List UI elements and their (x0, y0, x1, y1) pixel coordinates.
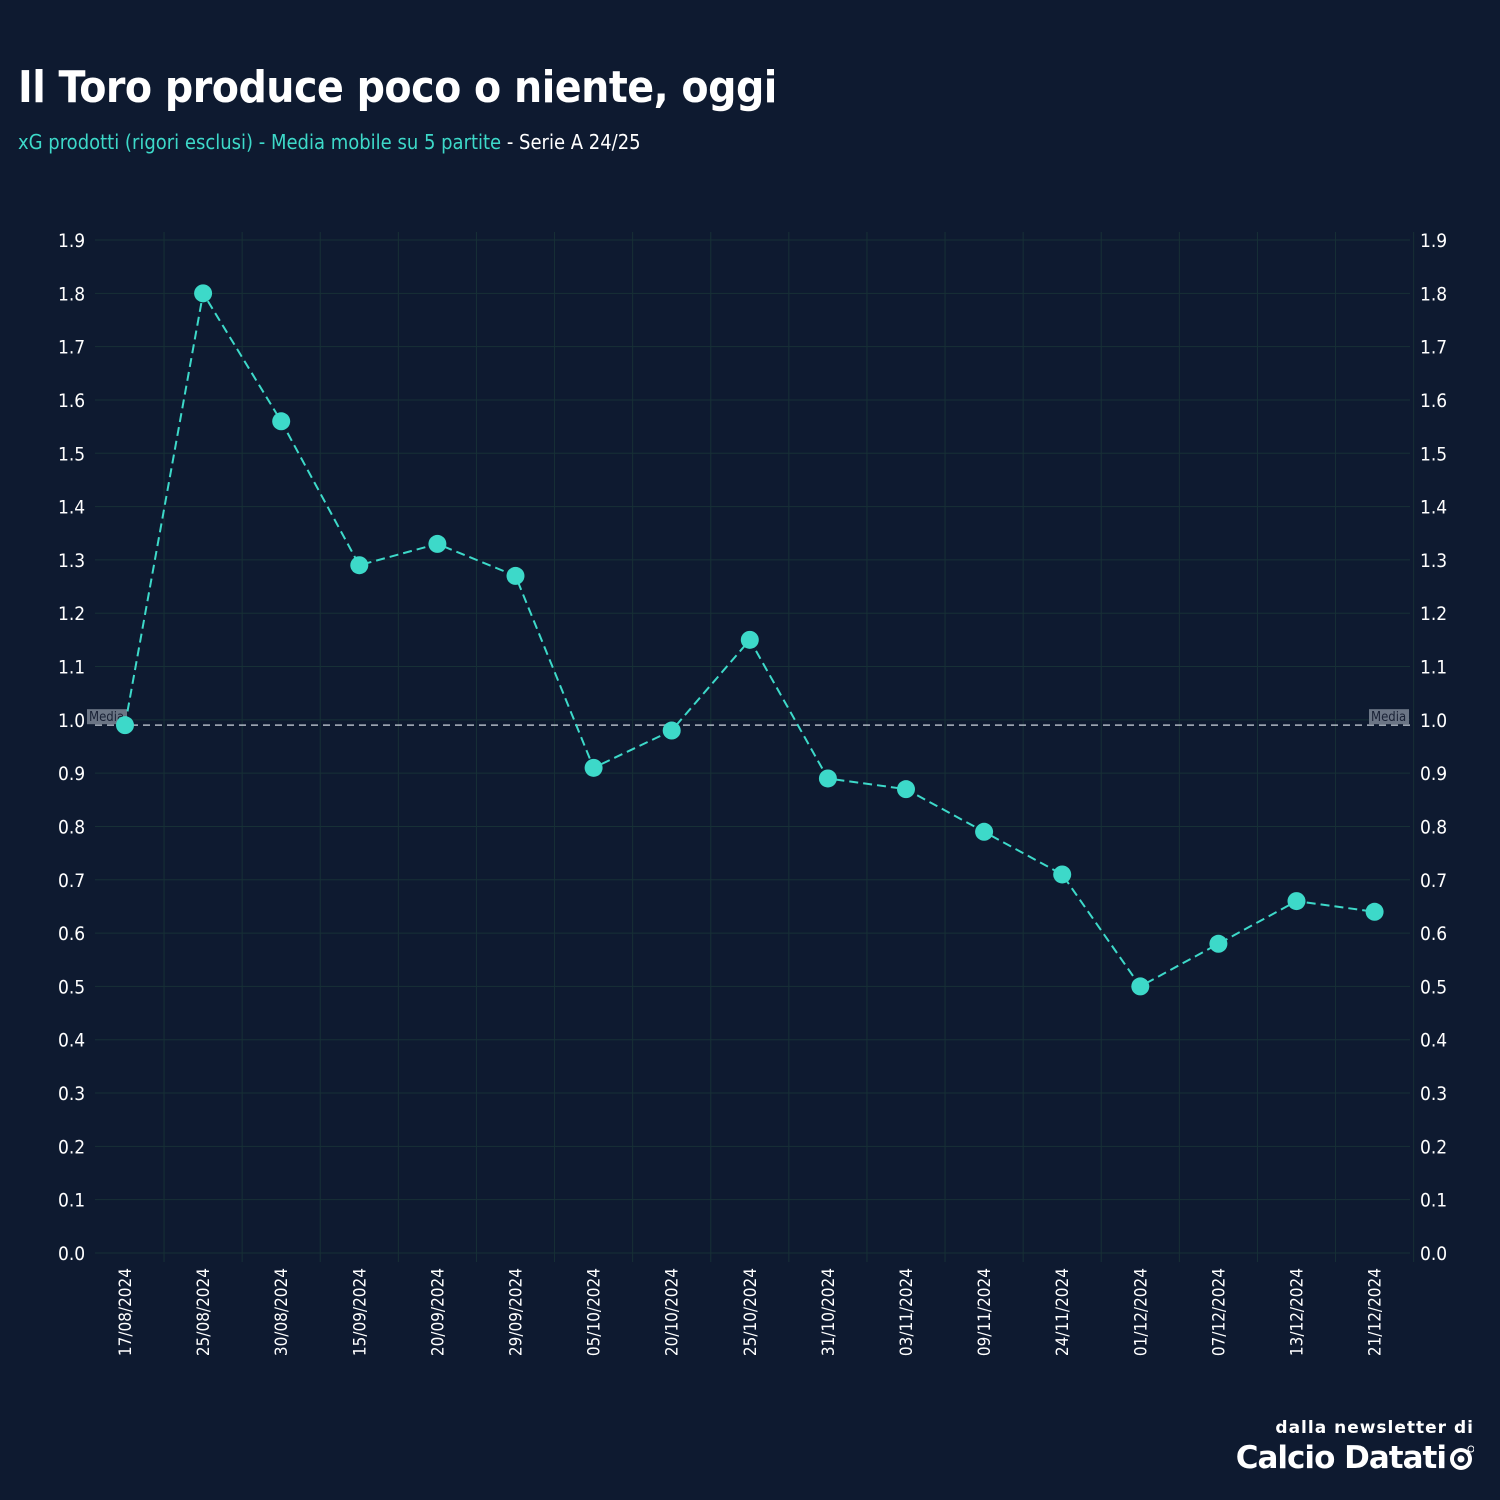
data-point (506, 566, 525, 585)
y-axis-right: 0.0 0.1 0.2 0.3 0.4 0.5 0.6 0.7 0.8 0.9 1.0 1.1 1.2 1… (1420, 230, 1447, 1265)
data-point (1131, 977, 1150, 996)
subtitle-season: - Serie A 24/25 (501, 130, 641, 154)
y-tick-label: 0.0 (58, 1243, 85, 1265)
x-tick-label: 20/09/2024 (428, 1268, 448, 1356)
y-tick-label: 0.1 (1420, 1190, 1447, 1212)
chart-subtitle: xG prodotti (rigori esclusi) - Media mob… (18, 130, 641, 154)
x-tick-label: 17/08/2024 (116, 1268, 136, 1356)
mean-label-bg (1369, 709, 1409, 725)
mean-label-left: Media (89, 710, 124, 725)
y-tick-label: 0.4 (1420, 1030, 1447, 1052)
credit-block: dalla newsletter di Calcio Datati (1236, 1418, 1474, 1476)
y-tick-label: 0.5 (58, 976, 85, 998)
data-point (194, 284, 213, 303)
y-tick-label: 0.7 (58, 870, 85, 892)
y-tick-label: 0.7 (1420, 870, 1447, 892)
data-point (116, 716, 134, 735)
y-tick-label: 1.0 (58, 710, 85, 732)
data-point (350, 556, 369, 575)
y-tick-label: 0.4 (58, 1030, 85, 1052)
x-tick-label: 20/10/2024 (663, 1268, 683, 1356)
y-tick-label: 1.9 (1420, 230, 1447, 252)
y-tick-label: 1.3 (1420, 550, 1447, 572)
data-point (975, 822, 994, 841)
y-tick-label: 1.5 (58, 443, 85, 465)
data-point (1053, 865, 1072, 884)
x-tick-label: 21/12/2024 (1366, 1268, 1386, 1356)
y-tick-label: 0.2 (58, 1136, 85, 1158)
y-tick-label: 1.2 (58, 603, 85, 625)
y-tick-label: 1.5 (1420, 443, 1447, 465)
y-tick-label: 0.6 (58, 923, 85, 945)
x-tick-label: 03/11/2024 (897, 1268, 917, 1356)
y-tick-label: 1.2 (1420, 603, 1447, 625)
data-point (584, 758, 603, 777)
y-tick-label: 1.1 (1420, 657, 1447, 679)
x-tick-label: 01/12/2024 (1131, 1268, 1151, 1356)
x-axis: 17/08/2024 25/08/2024 30/08/2024 15/09/2024… (116, 1268, 1386, 1356)
mean-label-right: Media (1371, 710, 1406, 725)
y-tick-label: 1.6 (1420, 390, 1447, 412)
y-tick-label: 1.8 (1420, 283, 1447, 305)
x-tick-label: 24/11/2024 (1053, 1268, 1073, 1356)
y-tick-label: 0.3 (1420, 1083, 1447, 1105)
y-tick-label: 0.9 (1420, 763, 1447, 785)
brand-name: Calcio Datati (1235, 1440, 1447, 1476)
x-tick-label: 31/10/2024 (819, 1268, 839, 1356)
y-tick-label: 0.3 (58, 1083, 85, 1105)
y-tick-label: 0.8 (58, 816, 85, 838)
data-point (818, 769, 837, 788)
y-tick-label: 1.0 (1420, 710, 1447, 732)
data-point (272, 412, 291, 431)
x-tick-label: 25/08/2024 (194, 1268, 214, 1356)
y-axis-left: 0.0 0.1 0.2 0.3 0.4 0.5 0.6 0.7 0.8 0.9 1.0 1.1 1.2 1… (58, 230, 85, 1265)
mean-label-bg (87, 709, 127, 725)
y-tick-label: 0.2 (1420, 1136, 1447, 1158)
subtitle-metric: xG prodotti (rigori esclusi) - Media mob… (18, 130, 502, 154)
y-tick-label: 1.4 (1420, 497, 1447, 519)
x-tick-label: 05/10/2024 (585, 1268, 605, 1356)
y-tick-label: 0.5 (1420, 976, 1447, 998)
y-tick-label: 1.3 (58, 550, 85, 572)
data-point (1287, 892, 1306, 911)
chart-title: Il Toro produce poco o niente, oggi (18, 62, 777, 113)
y-tick-label: 0.9 (58, 763, 85, 785)
y-tick-label: 1.4 (58, 497, 85, 519)
credit-line: dalla newsletter di (1275, 1418, 1474, 1438)
data-point (662, 721, 681, 740)
data-point (428, 534, 447, 553)
data-point (1365, 902, 1384, 921)
y-tick-label: 0.0 (1420, 1243, 1447, 1265)
y-tick-label: 1.7 (58, 337, 85, 359)
series-points (116, 284, 1384, 996)
y-tick-label: 0.6 (1420, 923, 1447, 945)
y-tick-label: 1.9 (58, 230, 85, 252)
ball-logo-icon (1450, 1445, 1474, 1470)
x-tick-label: 25/10/2024 (741, 1268, 761, 1356)
y-tick-label: 1.7 (1420, 337, 1447, 359)
y-tick-label: 1.6 (58, 390, 85, 412)
data-point (897, 780, 915, 799)
x-tick-label: 30/08/2024 (272, 1268, 292, 1356)
data-point (1209, 934, 1228, 953)
mean-reference-line: Media Media (87, 709, 1410, 726)
chart-grid (95, 232, 1415, 1262)
y-tick-label: 1.8 (58, 283, 85, 305)
x-tick-label: 15/09/2024 (350, 1268, 370, 1356)
x-tick-label: 09/11/2024 (975, 1268, 995, 1356)
x-tick-label: 29/09/2024 (507, 1268, 527, 1356)
data-point (740, 630, 759, 649)
x-tick-label: 07/12/2024 (1209, 1268, 1229, 1356)
y-tick-label: 1.1 (58, 657, 85, 679)
brand: Calcio Datati (1236, 1440, 1474, 1476)
y-tick-label: 0.1 (58, 1190, 85, 1212)
y-tick-label: 0.8 (1420, 816, 1447, 838)
x-tick-label: 13/12/2024 (1288, 1268, 1308, 1356)
